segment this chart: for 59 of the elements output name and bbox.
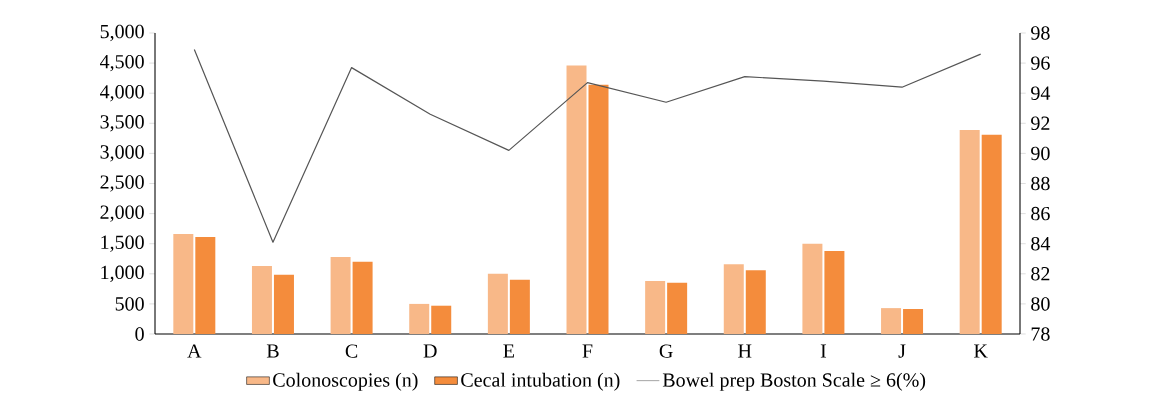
bar	[959, 129, 980, 334]
bar	[431, 305, 452, 334]
y2-tick-label: 82	[1031, 267, 1050, 281]
y2-tick-label: 88	[1031, 176, 1050, 191]
bar	[981, 134, 1002, 334]
y-tick-label: 2,000	[100, 205, 144, 222]
bar	[881, 308, 902, 334]
legend-label: Bowel prep Boston Scale ≥ 6(%)	[662, 372, 926, 391]
x-tick-label: H	[738, 344, 752, 358]
bar	[824, 250, 845, 334]
y2-tick-label: 98	[1031, 26, 1050, 40]
bar	[588, 84, 609, 334]
x-tick-label: I	[820, 344, 827, 358]
bar	[903, 309, 924, 334]
x-tick-label: B	[266, 344, 279, 358]
bar	[251, 265, 272, 334]
bar	[273, 274, 294, 334]
bar	[566, 65, 587, 334]
x-tick-label: F	[582, 344, 593, 358]
y2-tick-label: 86	[1031, 206, 1050, 221]
bar	[195, 237, 216, 334]
bar	[645, 281, 666, 334]
bar	[745, 270, 766, 334]
bar	[330, 256, 351, 334]
y-tick-label: 3,500	[100, 115, 144, 132]
y2-tick-label: 90	[1031, 146, 1050, 161]
bar	[723, 264, 744, 334]
x-tick-label: J	[898, 344, 906, 358]
x-tick-label: K	[974, 344, 988, 358]
y-tick-label: 1,000	[101, 265, 144, 282]
bar	[409, 303, 430, 334]
bar	[509, 279, 530, 334]
y2-tick-label: 94	[1031, 86, 1051, 100]
y-tick-label: 500	[115, 297, 144, 311]
y2-tick-label: 78	[1031, 327, 1050, 341]
y-tick-label: 1,500	[101, 235, 144, 252]
line-series	[193, 48, 982, 243]
y2-tick-label: 96	[1031, 56, 1050, 70]
legend-label: Colonoscopies (n)	[273, 372, 418, 391]
x-tick-label: C	[345, 344, 358, 358]
y-tick-label: 0	[135, 327, 144, 341]
y2-tick-label: 84	[1031, 236, 1051, 251]
y2-tick-label: 92	[1031, 116, 1050, 131]
bar	[802, 243, 823, 334]
bar	[173, 234, 194, 334]
y-tick-label: 3,000	[100, 145, 144, 162]
y-tick-label: 4,500	[100, 54, 144, 72]
x-tick-label: G	[659, 344, 673, 358]
x-tick-label: A	[187, 344, 202, 358]
y-tick-label: 4,000	[100, 85, 144, 102]
y-tick-label: 2,500	[100, 175, 144, 192]
bar	[487, 273, 508, 334]
y2-tick-label: 80	[1031, 297, 1050, 311]
legend-label: Cecal intubation (n)	[461, 372, 620, 391]
bar	[667, 282, 688, 334]
y-tick-label: 5,000	[100, 24, 144, 42]
x-tick-label: D	[423, 344, 437, 358]
bar	[352, 261, 373, 334]
x-tick-label: E	[503, 344, 514, 358]
